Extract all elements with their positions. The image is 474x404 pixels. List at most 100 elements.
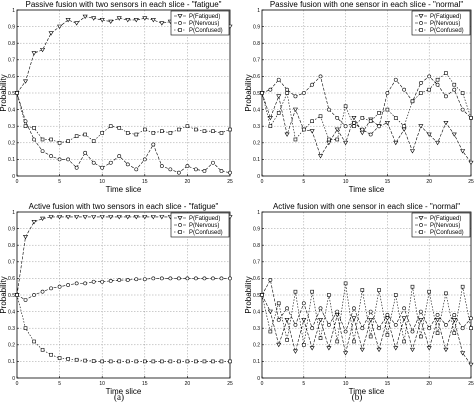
y-tick-label: 0.4 (8, 107, 15, 113)
data-point (285, 306, 289, 311)
data-point (309, 346, 315, 351)
data-point (211, 160, 215, 165)
data-point (160, 129, 164, 133)
data-point (444, 291, 448, 296)
data-point (452, 331, 457, 335)
y-tick-label: 0.4 (8, 309, 15, 315)
data-point (117, 278, 122, 282)
data-point (469, 316, 473, 321)
data-point (219, 131, 224, 135)
data-point (460, 284, 465, 289)
data-point (384, 120, 390, 126)
data-point (469, 326, 473, 331)
x-tick-label: 0 (16, 179, 19, 185)
data-point (377, 111, 381, 115)
data-point (317, 154, 324, 159)
data-point (426, 132, 432, 137)
y-tick-label: 0 (257, 376, 260, 382)
data-point (267, 116, 273, 121)
data-point (276, 317, 281, 322)
legend-entry: P(Confused) (430, 230, 464, 236)
data-point (452, 87, 457, 92)
x-tick-label: 5 (58, 381, 61, 387)
data-point (368, 132, 373, 137)
x-tick-label: 10 (343, 381, 349, 387)
data-point (202, 276, 207, 281)
data-point (444, 94, 448, 99)
data-point (409, 149, 416, 154)
data-point (133, 215, 139, 220)
y-tick-label: 0.7 (253, 260, 260, 266)
data-point (15, 293, 19, 297)
data-point (268, 329, 273, 334)
y-tick-label: 0.3 (8, 326, 15, 332)
y-tick-label: 0.4 (253, 107, 260, 113)
chart-panel-bottom-right: 00.10.20.30.40.50.60.70.80.910 5 10 15 20 25A… (244, 202, 474, 396)
data-point (402, 339, 406, 344)
data-point (194, 167, 198, 172)
data-point (443, 120, 449, 126)
data-point (125, 278, 130, 282)
data-point (360, 326, 365, 331)
data-point (49, 286, 53, 291)
x-tick-label: 20 (426, 381, 432, 387)
data-point (360, 288, 365, 292)
data-point (460, 91, 465, 95)
data-point (343, 124, 348, 129)
caption-b: (b) (352, 392, 363, 402)
y-tick-label: 0.1 (8, 157, 15, 163)
x-tick-label: 0 (16, 381, 19, 387)
data-point (418, 81, 423, 85)
y-tick-label: 0.7 (253, 58, 260, 64)
legend-marker (419, 28, 423, 32)
legend: P(Fatigued)P(Nervous)P(Confused) (411, 10, 471, 36)
legend-entry: P(Confused) (189, 28, 223, 34)
data-point (284, 132, 290, 137)
data-point (108, 160, 113, 165)
data-point (134, 132, 139, 137)
data-point (435, 82, 440, 87)
x-tick-label: 20 (185, 381, 191, 387)
data-point (108, 359, 113, 364)
data-point (23, 124, 28, 128)
data-point (360, 127, 365, 132)
y-tick-label: 0.1 (253, 359, 260, 365)
data-point (91, 139, 96, 143)
data-point (410, 329, 415, 334)
data-point (194, 359, 198, 364)
data-point (74, 165, 79, 170)
data-point (108, 215, 114, 220)
data-point (57, 356, 62, 360)
data-point (83, 281, 88, 286)
data-point (335, 137, 340, 142)
data-point (65, 18, 71, 23)
data-point (335, 309, 340, 314)
y-tick-label: 0.5 (8, 293, 15, 299)
data-point (418, 318, 424, 323)
data-point (335, 116, 340, 120)
x-tick-label: 15 (142, 381, 148, 387)
data-point (260, 293, 264, 297)
data-point (427, 87, 432, 92)
data-point (66, 139, 70, 143)
data-point (359, 347, 365, 353)
data-point (48, 215, 54, 220)
data-point (100, 279, 105, 284)
data-point (125, 162, 130, 167)
data-point (310, 82, 315, 87)
data-point (444, 322, 448, 327)
data-point (49, 352, 53, 357)
data-point (460, 326, 465, 331)
y-tick-label: 0.6 (8, 276, 15, 282)
data-point (219, 169, 224, 173)
data-point (134, 167, 139, 172)
data-point (117, 154, 122, 158)
data-point (125, 215, 131, 220)
data-point (185, 124, 190, 128)
data-point (91, 359, 96, 363)
data-point (451, 318, 457, 323)
data-point (327, 137, 331, 142)
legend-marker (418, 14, 424, 19)
data-point (49, 154, 53, 158)
y-axis-label: Probability (244, 276, 253, 313)
